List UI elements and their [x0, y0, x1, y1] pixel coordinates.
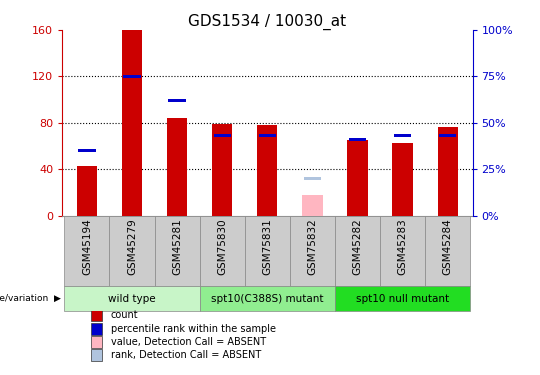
Bar — [78, 149, 96, 152]
Text: GSM75832: GSM75832 — [307, 219, 318, 275]
Text: value, Detection Call = ABSENT: value, Detection Call = ABSENT — [111, 337, 266, 347]
Bar — [212, 124, 232, 216]
FancyBboxPatch shape — [64, 286, 200, 311]
Text: GSM45282: GSM45282 — [353, 219, 362, 275]
Bar — [302, 195, 322, 216]
Bar — [257, 125, 278, 216]
Text: spt10(C388S) mutant: spt10(C388S) mutant — [211, 294, 323, 303]
Bar — [122, 30, 142, 216]
Bar — [347, 140, 368, 216]
Bar — [123, 75, 140, 78]
FancyBboxPatch shape — [245, 216, 290, 286]
Bar — [77, 166, 97, 216]
FancyBboxPatch shape — [335, 286, 470, 311]
Text: GSM75830: GSM75830 — [217, 219, 227, 275]
Bar — [91, 323, 102, 334]
FancyBboxPatch shape — [380, 216, 425, 286]
Text: GSM45284: GSM45284 — [443, 219, 453, 275]
Text: count: count — [111, 310, 138, 321]
FancyBboxPatch shape — [425, 216, 470, 286]
Bar — [393, 142, 413, 216]
Text: GSM45281: GSM45281 — [172, 219, 182, 275]
Text: GSM45283: GSM45283 — [397, 219, 408, 275]
Bar — [91, 310, 102, 321]
FancyBboxPatch shape — [200, 216, 245, 286]
Bar — [259, 134, 276, 137]
Title: GDS1534 / 10030_at: GDS1534 / 10030_at — [188, 14, 346, 30]
Text: wild type: wild type — [108, 294, 156, 303]
Bar — [349, 138, 366, 141]
Text: GSM45194: GSM45194 — [82, 219, 92, 275]
Text: GSM45279: GSM45279 — [127, 219, 137, 275]
Bar — [304, 177, 321, 180]
FancyBboxPatch shape — [335, 216, 380, 286]
Bar — [167, 118, 187, 216]
Text: GSM75831: GSM75831 — [262, 219, 272, 275]
Text: spt10 null mutant: spt10 null mutant — [356, 294, 449, 303]
FancyBboxPatch shape — [110, 216, 154, 286]
Text: rank, Detection Call = ABSENT: rank, Detection Call = ABSENT — [111, 350, 261, 360]
FancyBboxPatch shape — [64, 216, 110, 286]
Bar — [91, 336, 102, 348]
Bar — [168, 99, 186, 102]
Bar — [439, 134, 456, 137]
FancyBboxPatch shape — [200, 286, 335, 311]
FancyBboxPatch shape — [154, 216, 200, 286]
Text: percentile rank within the sample: percentile rank within the sample — [111, 324, 275, 334]
Bar — [394, 134, 411, 137]
Text: genotype/variation  ▶: genotype/variation ▶ — [0, 294, 61, 303]
Bar — [437, 128, 458, 216]
FancyBboxPatch shape — [290, 216, 335, 286]
Bar — [91, 350, 102, 361]
Bar — [214, 134, 231, 137]
